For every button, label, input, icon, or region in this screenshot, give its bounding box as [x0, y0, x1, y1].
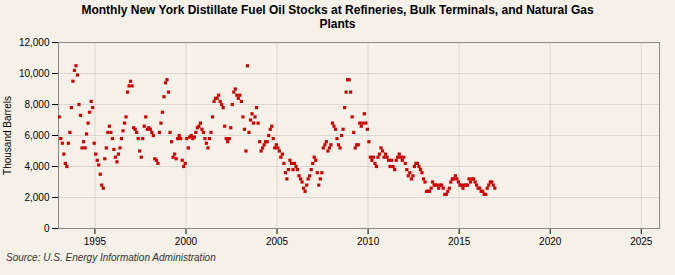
svg-text:4,000: 4,000 — [24, 160, 49, 171]
svg-text:2000: 2000 — [175, 235, 198, 246]
svg-text:8,000: 8,000 — [24, 98, 49, 109]
svg-text:2020: 2020 — [539, 235, 562, 246]
svg-text:6,000: 6,000 — [24, 129, 49, 140]
svg-text:2015: 2015 — [448, 235, 471, 246]
svg-text:2005: 2005 — [266, 235, 289, 246]
svg-text:12,000: 12,000 — [19, 36, 50, 47]
svg-text:Thousand Barrels: Thousand Barrels — [2, 96, 13, 175]
html-text:Monthly New York Distillate Fu: Monthly New York Distillate Fuel Oil Sto… — [81, 3, 594, 32]
svg-text:2,000: 2,000 — [24, 191, 49, 202]
svg-text:1995: 1995 — [84, 235, 107, 246]
html-text:Source: U.S. Energy Informatio: Source: U.S. Energy Information Administ… — [6, 251, 216, 263]
svg-text:0: 0 — [44, 222, 50, 233]
svg-text:10,000: 10,000 — [19, 67, 50, 78]
svg-text:2025: 2025 — [630, 235, 653, 246]
svg-text:2010: 2010 — [357, 235, 380, 246]
